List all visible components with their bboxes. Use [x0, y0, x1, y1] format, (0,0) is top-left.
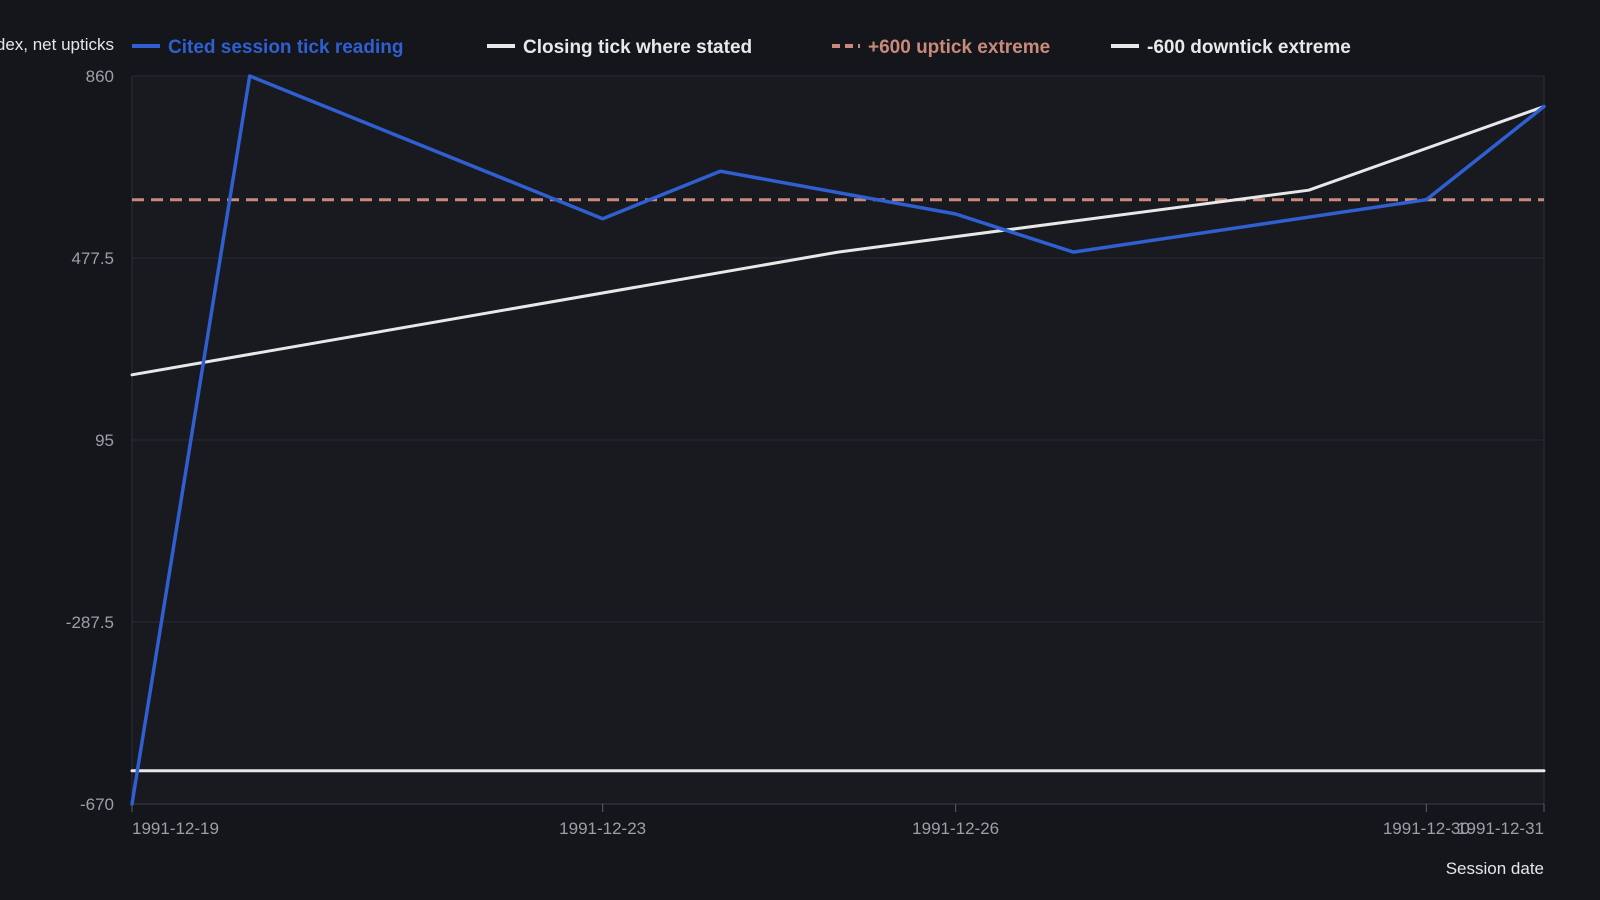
- x-tick-label: 1991-12-26: [912, 819, 999, 838]
- y-axis-title: Index, net upticks: [0, 35, 114, 54]
- y-tick-label: 477.5: [71, 249, 114, 268]
- x-tick-label: 1991-12-23: [559, 819, 646, 838]
- y-tick-label: 860: [86, 67, 114, 86]
- y-tick-label: -670: [80, 795, 114, 814]
- y-tick-label: -287.5: [66, 613, 114, 632]
- legend-label: +600 uptick extreme: [868, 37, 1050, 58]
- x-tick-label: 1991-12-19: [132, 819, 219, 838]
- series-line-0: [130, 74, 1546, 806]
- legend-label: -600 downtick extreme: [1147, 37, 1351, 58]
- legend: Cited session tick reading Closing tick w…: [132, 37, 1351, 58]
- series-lines: [130, 74, 1546, 806]
- legend-label: Cited session tick reading: [168, 37, 403, 58]
- axes: 860 477.5 95 -287.5 -670 1991-12-19 1991-12-23…: [66, 67, 1545, 838]
- y-tick-label: 95: [95, 431, 114, 450]
- series-line-1: [130, 105, 1546, 377]
- x-tick-label: 1991-12-31: [1457, 819, 1544, 838]
- legend-label: Closing tick where stated: [523, 37, 752, 58]
- x-axis-title: Session date: [1446, 859, 1544, 878]
- x-tick-label: 1991-12-30: [1383, 819, 1470, 838]
